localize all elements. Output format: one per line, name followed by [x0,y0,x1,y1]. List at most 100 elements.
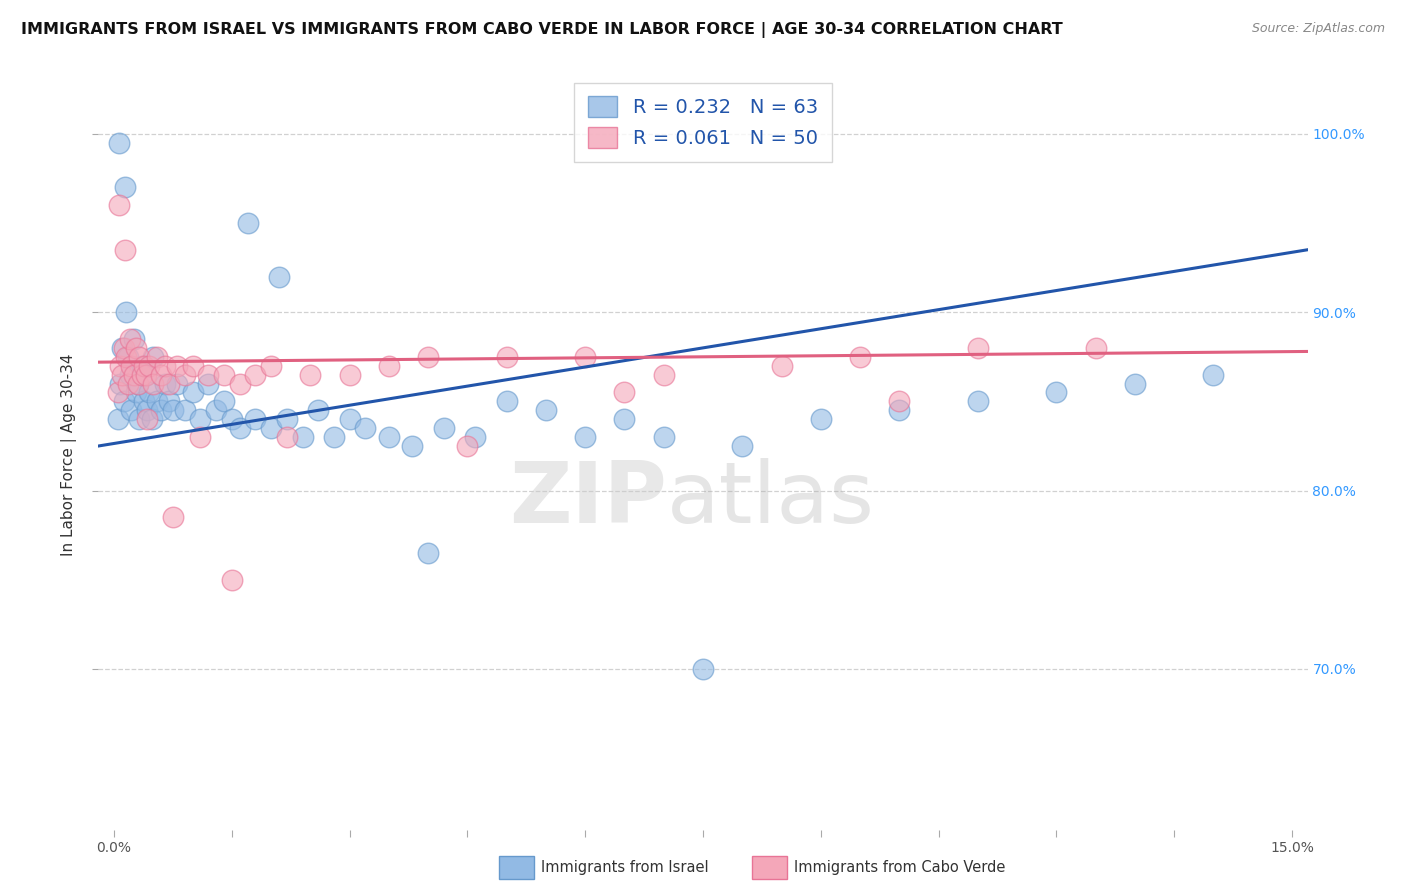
Point [107,412,129,426]
Point [212,394,235,409]
Point [132,359,155,373]
Point [110,359,132,373]
Point [260,359,283,373]
Point [966,341,988,355]
Point [181,359,204,373]
Point [108,198,131,212]
Point [323,430,346,444]
Point [173,368,195,382]
Point [731,439,754,453]
Point [118,368,141,382]
Point [173,403,195,417]
Point [118,332,141,346]
Point [111,368,134,382]
Point [221,412,243,426]
Point [267,269,290,284]
Point [613,412,636,426]
Point [236,216,259,230]
Point [1123,376,1146,391]
Point [120,403,142,417]
Text: Immigrants from Cabo Verde: Immigrants from Cabo Verde [794,861,1005,875]
Point [433,421,456,435]
Point [181,385,204,400]
Point [111,341,134,355]
Point [205,403,228,417]
Point [197,368,219,382]
Point [125,385,148,400]
Y-axis label: In Labor Force | Age 30-34: In Labor Force | Age 30-34 [60,353,77,557]
Text: IMMIGRANTS FROM ISRAEL VS IMMIGRANTS FROM CABO VERDE IN LABOR FORCE | AGE 30-34 : IMMIGRANTS FROM ISRAEL VS IMMIGRANTS FRO… [21,22,1063,38]
Point [849,350,872,364]
Point [157,376,180,391]
Point [212,368,235,382]
Point [354,421,377,435]
Point [770,359,793,373]
Point [125,341,148,355]
Point [136,412,159,426]
Point [1045,385,1067,400]
Point [127,376,149,391]
Point [108,136,131,150]
Text: ZIP: ZIP [509,458,666,541]
Point [117,350,139,364]
Point [245,412,267,426]
Point [418,546,440,560]
Point [339,412,361,426]
Legend: R = 0.232   N = 63, R = 0.061   N = 50: R = 0.232 N = 63, R = 0.061 N = 50 [575,82,831,161]
Point [378,430,401,444]
Point [574,350,596,364]
Point [131,368,153,382]
Point [245,368,267,382]
Point [221,573,243,587]
Point [495,394,517,409]
Point [229,376,252,391]
Point [110,376,132,391]
Point [162,403,184,417]
Text: Source: ZipAtlas.com: Source: ZipAtlas.com [1251,22,1385,36]
Point [128,350,150,364]
Point [132,394,155,409]
Point [136,403,159,417]
Point [260,421,283,435]
Point [120,359,142,373]
Point [117,376,139,391]
Point [166,376,188,391]
Point [114,243,136,257]
Point [115,305,138,319]
Point [291,430,314,444]
Point [114,180,136,194]
Point [153,359,176,373]
Point [197,376,219,391]
Point [141,412,163,426]
Point [127,376,149,391]
Point [1202,368,1225,382]
Point [142,350,165,364]
Point [456,439,478,453]
Point [276,412,298,426]
Point [418,350,440,364]
Point [138,359,160,373]
Point [534,403,557,417]
Point [142,376,165,391]
Point [146,394,169,409]
Point [276,430,298,444]
Point [652,430,675,444]
Point [1084,341,1107,355]
Point [495,350,517,364]
Point [810,412,832,426]
Point [153,376,176,391]
Point [122,368,145,382]
Point [378,359,401,373]
Point [229,421,252,435]
Point [138,385,160,400]
Point [401,439,423,453]
Point [157,394,180,409]
Point [112,341,135,355]
Point [115,350,138,364]
Point [889,394,911,409]
Point [131,359,153,373]
Point [889,403,911,417]
Point [692,662,714,676]
Point [107,385,129,400]
Point [135,368,157,382]
